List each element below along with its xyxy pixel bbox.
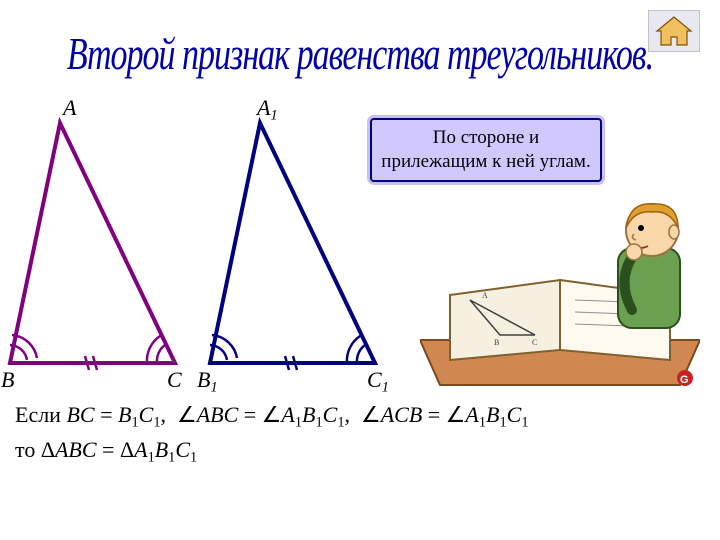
vertex-label-b: В [1,367,14,393]
triangle-a1b1c1 [205,113,395,383]
math-line-2: то ΔABC = ΔA1B1C1 [15,433,705,468]
svg-text:B: B [494,338,499,347]
theorem-statement: Если BC = B1C1, ∠ABC = ∠A1B1C1, ∠ACB = ∠… [15,398,705,469]
math-line-1: Если BC = B1C1, ∠ABC = ∠A1B1C1, ∠ACB = ∠… [15,398,705,433]
theorem-callout: По стороне и прилежащим к ней углам. [370,118,602,182]
vertex-label-c1: С1 [367,367,389,396]
triangles-diagram: А В С А1 В1 С1 [5,95,405,395]
vertex-label-a1: А1 [257,95,278,124]
svg-text:C: C [532,338,537,347]
vertex-label-b1: В1 [197,367,218,396]
svg-text:A: A [482,291,488,300]
vertex-label-a: А [63,95,76,121]
vertex-label-c: С [167,367,182,393]
student-illustration: A B C G [420,200,700,390]
triangle-abc [5,113,195,383]
page-title: Второй признак равенства треугольников. [0,30,720,81]
svg-text:G: G [680,374,689,386]
